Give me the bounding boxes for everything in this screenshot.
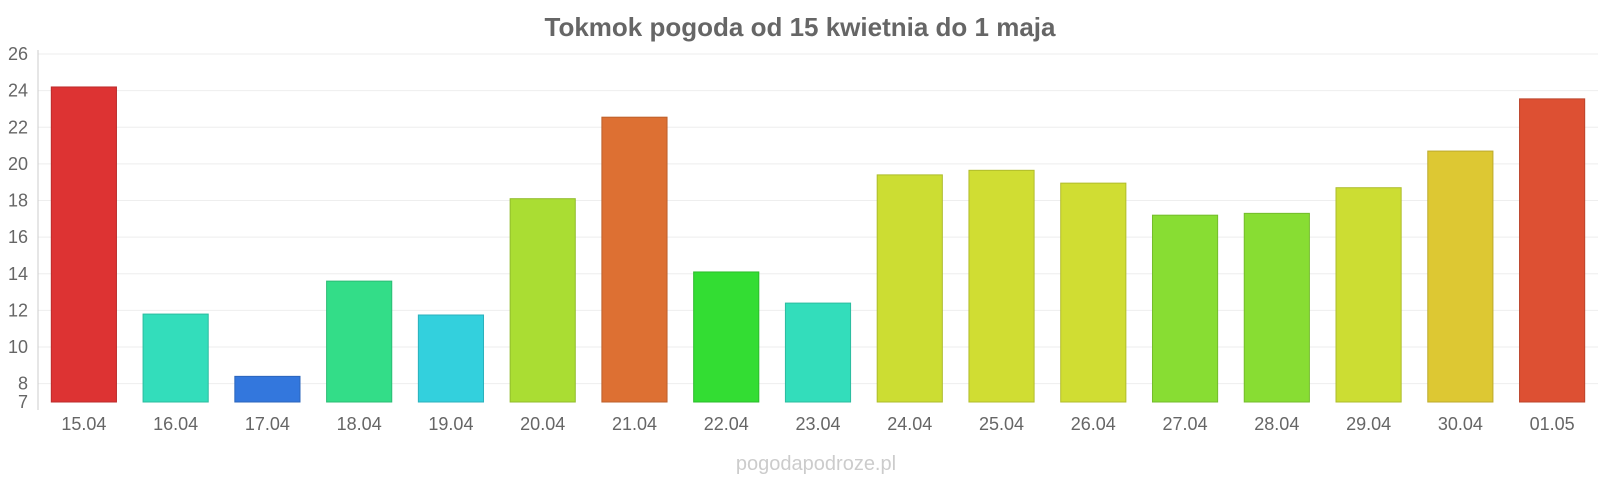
y-tick-label: 24 xyxy=(8,81,28,101)
bar-21.04 xyxy=(601,116,668,403)
x-tick-label: 29.04 xyxy=(1346,414,1391,434)
x-axis-labels: 15.04 16.04 17.04 18.04 19.04 20.04 21.04 22.04… xyxy=(61,414,1574,434)
y-tick-label: 14 xyxy=(8,264,28,284)
chart-title: Tokmok pogoda od 15 kwietnia do 1 maja xyxy=(545,12,1056,42)
x-tick-label: 26.04 xyxy=(1071,414,1116,434)
y-tick-label: 18 xyxy=(8,191,28,211)
x-tick-label: 23.04 xyxy=(795,414,840,434)
bar-27.04 xyxy=(1151,214,1219,403)
watermark-text: pogodapodroze.pl xyxy=(736,453,896,475)
bar-22.04 xyxy=(693,271,760,403)
bar-19.04 xyxy=(417,314,485,403)
x-tick-label: 17.04 xyxy=(245,414,290,434)
x-tick-label: 18.04 xyxy=(337,414,382,434)
bar-18.04 xyxy=(326,280,393,403)
bar-26.04 xyxy=(1060,182,1127,403)
x-tick-label: 28.04 xyxy=(1254,414,1299,434)
x-tick-label: 21.04 xyxy=(612,414,657,434)
bar-23.04 xyxy=(784,302,852,403)
bars xyxy=(50,86,1586,403)
bar-17.04 xyxy=(234,375,301,403)
bar-20.04 xyxy=(509,198,576,403)
y-tick-label: 26 xyxy=(8,44,28,64)
y-tick-label: 7 xyxy=(18,392,28,412)
y-tick-label: 16 xyxy=(8,227,28,247)
y-axis: 78 10 12 14 16 18 20 22 24 26 xyxy=(8,44,39,412)
x-tick-label: 30.04 xyxy=(1438,414,1483,434)
x-tick-label: 22.04 xyxy=(704,414,749,434)
x-tick-label: 25.04 xyxy=(979,414,1024,434)
x-tick-label: 19.04 xyxy=(428,414,473,434)
bar-01.05 xyxy=(1519,98,1586,403)
x-tick-label: 24.04 xyxy=(887,414,932,434)
y-tick-label: 20 xyxy=(8,154,28,174)
y-tick-label: 8 xyxy=(18,374,28,394)
bar-16.04 xyxy=(142,313,209,403)
y-tick-label: 22 xyxy=(8,117,28,137)
bar-28.04 xyxy=(1243,212,1310,403)
grid-lines xyxy=(38,53,1598,385)
x-tick-label: 15.04 xyxy=(61,414,106,434)
bar-29.04 xyxy=(1335,187,1402,403)
x-tick-label: 27.04 xyxy=(1163,414,1208,434)
x-tick-label: 20.04 xyxy=(520,414,565,434)
bar-25.04 xyxy=(968,169,1035,403)
bar-30.04 xyxy=(1427,150,1494,403)
x-tick-label: 01.05 xyxy=(1530,414,1575,434)
bar-15.04 xyxy=(50,86,117,403)
y-tick-label: 10 xyxy=(8,337,28,357)
x-tick-label: 16.04 xyxy=(153,414,198,434)
bar-24.04 xyxy=(876,174,943,403)
y-tick-label: 12 xyxy=(8,300,28,320)
